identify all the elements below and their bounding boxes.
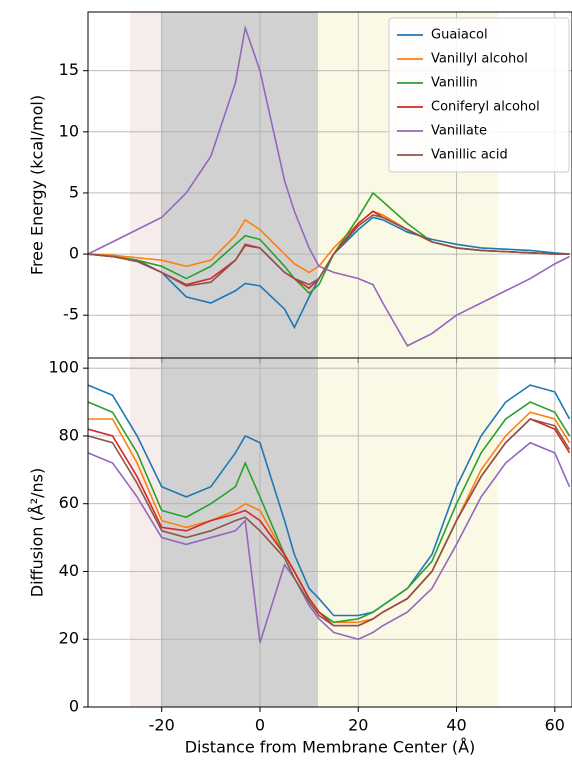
x-tick-label: 60 — [545, 716, 565, 735]
legend-label: Guaiacol — [431, 28, 488, 43]
x-tick-label: -20 — [149, 716, 175, 735]
y-tick-label: 5 — [69, 182, 79, 201]
legend-label: Vanillate — [431, 124, 487, 139]
y-tick-label: 40 — [59, 561, 79, 580]
y-axis-label: Diffusion (Å²/ns) — [28, 468, 47, 597]
series-line — [88, 24, 570, 347]
y-tick-label: 100 — [48, 358, 79, 377]
series-line — [88, 418, 571, 627]
legend-label: Vanillyl alcohol — [431, 52, 528, 67]
x-tick-label: 20 — [348, 716, 368, 735]
series-line — [88, 384, 571, 617]
x-axis-label: Distance from Membrane Center (Å) — [185, 738, 476, 757]
y-tick-label: 80 — [59, 425, 79, 444]
x-tick-label: 40 — [446, 716, 466, 735]
y-tick-label: 20 — [59, 629, 79, 648]
legend-label: Vanillin — [431, 76, 478, 91]
y-tick-label: -5 — [63, 305, 79, 324]
series-line — [88, 214, 570, 287]
axes-frame — [87, 357, 572, 708]
y-tick-label: 60 — [59, 493, 79, 512]
x-tick-label: 0 — [255, 716, 265, 735]
legend-label: Vanillic acid — [431, 148, 508, 163]
y-tick-label: 0 — [69, 244, 79, 263]
legend-box — [388, 17, 570, 173]
y-tick-label: 10 — [59, 121, 79, 140]
y-tick-label: 0 — [69, 697, 79, 716]
legend: Guaiacol Vanillyl alcohol Vanillin Conifery… — [388, 17, 570, 173]
headgroup-backdrop — [130, 12, 161, 707]
y-tick-label: 15 — [59, 60, 79, 79]
legend-label: Coniferyl alcohol — [431, 100, 540, 115]
series-line — [88, 441, 571, 643]
membrane-core-backdrop — [161, 12, 318, 707]
y-axis-label: Free Energy (kcal/mol) — [28, 95, 47, 275]
